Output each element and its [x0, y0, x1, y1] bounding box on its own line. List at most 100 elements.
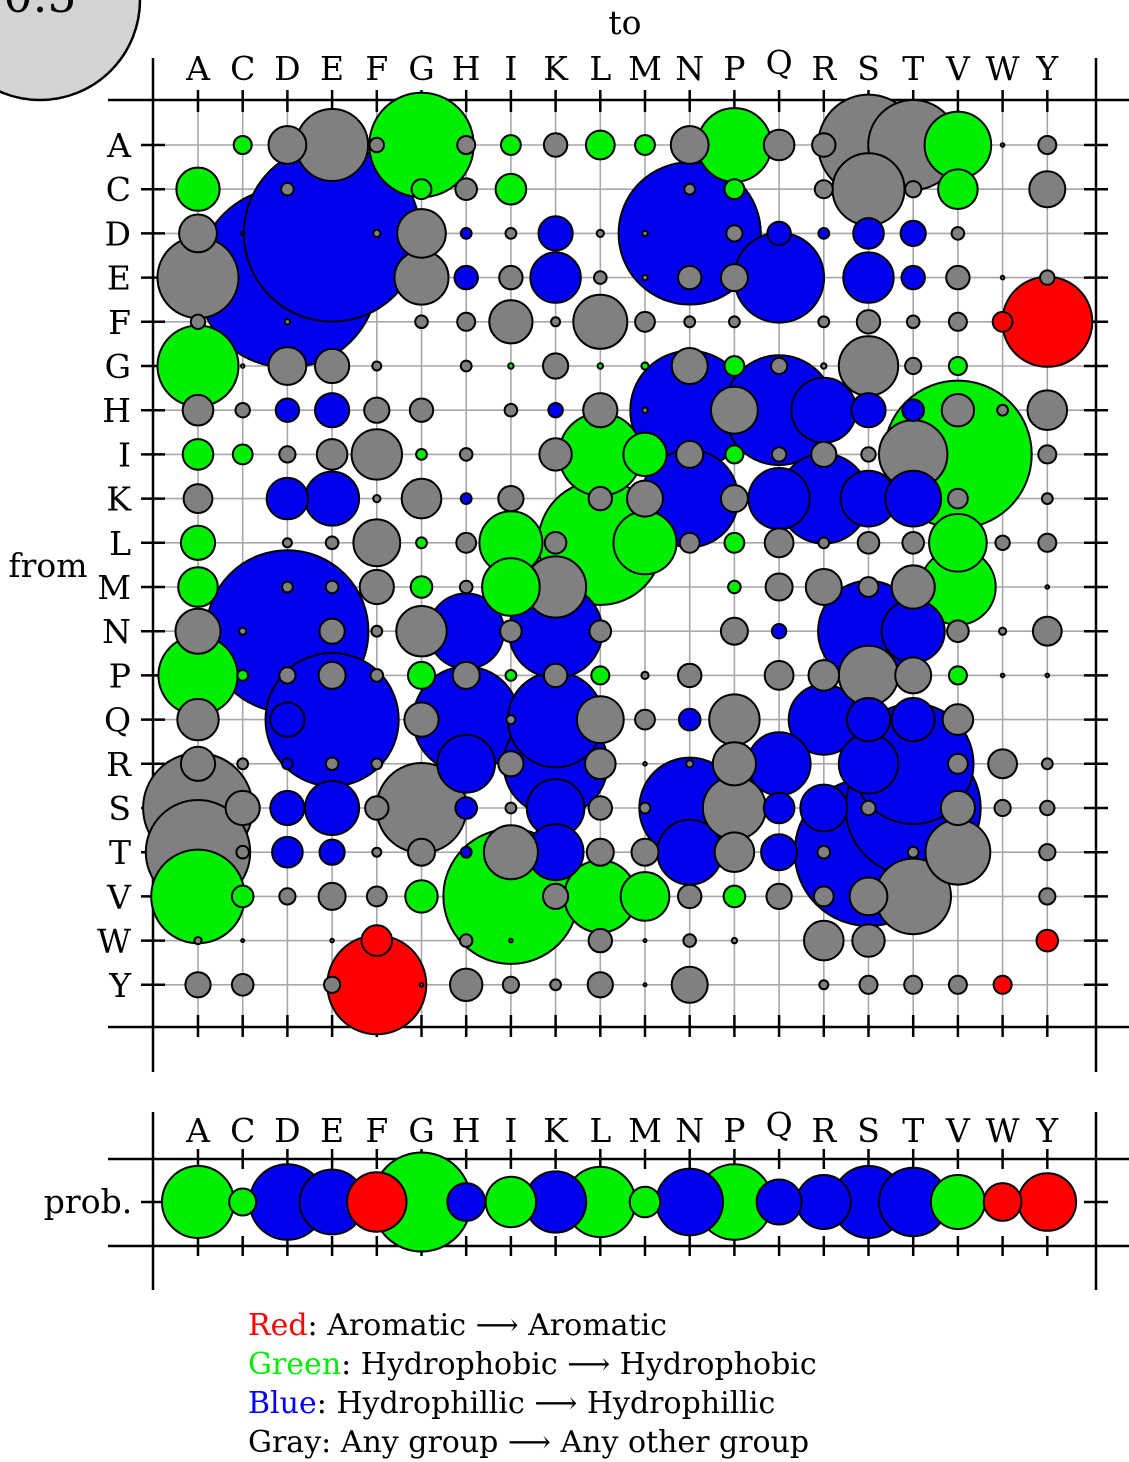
bubble-V-to-Q: [765, 882, 793, 911]
bubble-P-to-Q: [763, 660, 795, 691]
bubble-C-to-I: [494, 172, 528, 206]
bubble-S-to-S: [860, 799, 877, 817]
bubble-L-to-W: [994, 534, 1011, 551]
bubble-V-to-G: [404, 879, 439, 914]
bubble-I-to-E: [315, 438, 349, 471]
prob-column-label-E: E: [320, 1111, 344, 1150]
bubble-P-to-G: [407, 660, 436, 690]
prob-axis-label: prob.: [44, 1182, 132, 1221]
row-label-K: K: [106, 480, 132, 519]
bubble-H-to-I: [503, 402, 519, 418]
bubble-H-to-M: [641, 406, 649, 414]
prob-column-label-A: A: [185, 1111, 211, 1150]
bubble-W-to-I: [508, 937, 514, 944]
bubble-S-to-Q: [762, 791, 796, 825]
bubble-C-to-V: [937, 168, 979, 210]
prob-bubble-H: [446, 1182, 487, 1222]
bubble-I-to-G: [415, 448, 428, 461]
bubble-M-to-Y: [1044, 584, 1051, 590]
bubble-R-to-V: [947, 752, 969, 775]
bubble-W-to-L: [587, 927, 613, 954]
bubble-P-to-K: [542, 662, 569, 689]
bubble-F-to-R: [817, 315, 831, 329]
bubble-K-to-G: [400, 477, 443, 520]
bubble-I-to-Y: [1037, 444, 1058, 465]
bubble-N-to-V: [946, 619, 970, 644]
bubble-T-to-G: [407, 837, 436, 867]
bubble-D-to-L: [595, 228, 605, 238]
bubble-S-to-E: [304, 780, 361, 836]
bubble-C-to-N: [683, 182, 697, 196]
bubble-H-to-C: [234, 402, 251, 419]
legend-description: : Aromatic ⟶ Aromatic: [307, 1308, 667, 1343]
bubble-S-to-L: [587, 795, 613, 821]
row-label-N: N: [102, 612, 131, 651]
bubble-R-to-N: [685, 759, 695, 769]
bubble-V-to-P: [722, 884, 747, 909]
bubble-G-to-T: [904, 356, 923, 376]
prob-column-label-I: I: [504, 1111, 517, 1150]
legend-description: : Hydrophillic ⟶ Hydrophillic: [316, 1386, 776, 1421]
bubble-M-to-F: [358, 568, 395, 606]
bubble-R-to-S: [837, 733, 900, 795]
prob-column-label-L: L: [589, 1111, 611, 1150]
prob-bubble-A: [161, 1165, 235, 1239]
bubble-K-to-I: [497, 485, 525, 513]
bubble-N-to-W: [998, 626, 1008, 636]
bubble-T-to-F: [371, 846, 383, 858]
bubble-Y-to-C: [230, 973, 255, 997]
bubble-E-to-V: [945, 264, 971, 291]
bubble-L-to-E: [324, 535, 340, 551]
row-label-A: A: [106, 126, 132, 165]
legend-item-red: Red: Aromatic ⟶ Aromatic: [248, 1306, 817, 1345]
bubble-Y-to-A: [184, 971, 212, 999]
bubble-P-to-W: [999, 672, 1006, 679]
prob-bubble-W: [982, 1182, 1023, 1222]
bubble-M-to-D: [281, 580, 294, 594]
bubble-I-to-Q: [770, 446, 788, 463]
bubble-R-to-A: [179, 745, 217, 782]
bubble-W-to-E: [329, 937, 335, 944]
bubble-I-to-P: [724, 444, 745, 465]
bubble-F-to-N: [683, 315, 697, 329]
bubble-P-to-H: [451, 660, 481, 690]
bubble-Y-to-H: [449, 967, 484, 1002]
bubble-C-to-T: [904, 180, 923, 199]
bubble-G-to-H: [459, 359, 473, 373]
prob-bubble-I: [484, 1175, 538, 1229]
prob-column-label-S: S: [857, 1111, 880, 1150]
prob-column-label-V: V: [945, 1111, 971, 1150]
bubble-T-to-V: [924, 818, 992, 886]
bubble-H-to-R: [790, 376, 858, 444]
bubble-G-to-F: [371, 360, 383, 372]
bubble-L-to-S: [856, 531, 881, 555]
bubble-D-to-K: [537, 215, 574, 252]
bubble-D-to-V: [950, 226, 966, 241]
bubble-F-to-L: [572, 293, 629, 350]
row-label-R: R: [106, 745, 132, 784]
bubble-Q-to-A: [176, 697, 220, 742]
bubble-S-to-D: [269, 789, 306, 827]
legend-item-gray: Gray: Any group ⟶ Any other group: [248, 1423, 817, 1462]
bubble-K-to-M: [626, 479, 664, 518]
bubble-C-to-G: [410, 178, 433, 201]
bubble-P-to-V: [947, 665, 968, 686]
bubble-T-to-L: [585, 837, 615, 867]
bubble-V-to-S: [848, 876, 889, 917]
bubble-V-to-K: [542, 882, 570, 911]
prob-bubble-M: [628, 1185, 662, 1219]
matrix-bubbles: [142, 91, 1094, 1036]
bubble-A-to-R: [811, 132, 837, 158]
bubble-G-to-I: [507, 362, 515, 370]
bubble-G-to-L: [596, 362, 604, 370]
bubble-H-to-D: [274, 397, 301, 423]
bubble-W-to-N: [682, 933, 698, 948]
prob-column-label-T: T: [902, 1111, 924, 1150]
prob-bubble-C: [228, 1187, 258, 1217]
bubble-Q-to-N: [677, 707, 702, 732]
bubble-G-to-N: [670, 347, 709, 385]
bubble-F-to-Y: [1001, 275, 1094, 368]
bubble-Y-to-I: [501, 975, 520, 994]
bubble-H-to-L: [582, 392, 619, 429]
bubble-H-to-W: [996, 403, 1009, 417]
